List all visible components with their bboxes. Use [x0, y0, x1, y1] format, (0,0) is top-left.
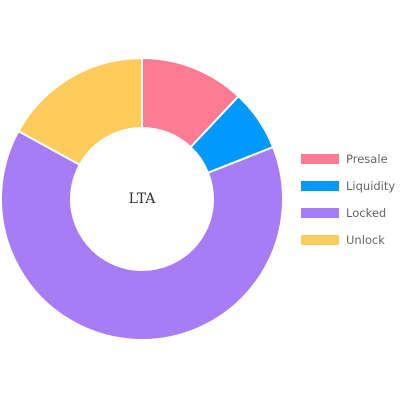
- legend-swatch: [301, 234, 339, 245]
- slice-unlock[interactable]: [17, 56, 143, 167]
- legend: Presale Liquidity Locked Unlock: [301, 151, 397, 259]
- legend-swatch: [301, 180, 339, 191]
- legend-swatch: [301, 153, 339, 164]
- slice-locked[interactable]: [0, 129, 284, 341]
- legend-swatch: [301, 207, 339, 218]
- donut-chart: LTA: [0, 56, 284, 341]
- legend-item-unlock[interactable]: Unlock: [301, 232, 397, 247]
- legend-label: Unlock: [346, 232, 385, 247]
- legend-item-liquidity[interactable]: Liquidity: [301, 178, 397, 193]
- legend-label: Presale: [346, 151, 388, 166]
- legend-label: Liquidity: [346, 178, 396, 193]
- donut-slices: [0, 56, 284, 341]
- legend-item-presale[interactable]: Presale: [301, 151, 397, 166]
- legend-label: Locked: [346, 205, 387, 220]
- center-label: LTA: [129, 191, 157, 207]
- legend-item-locked[interactable]: Locked: [301, 205, 397, 220]
